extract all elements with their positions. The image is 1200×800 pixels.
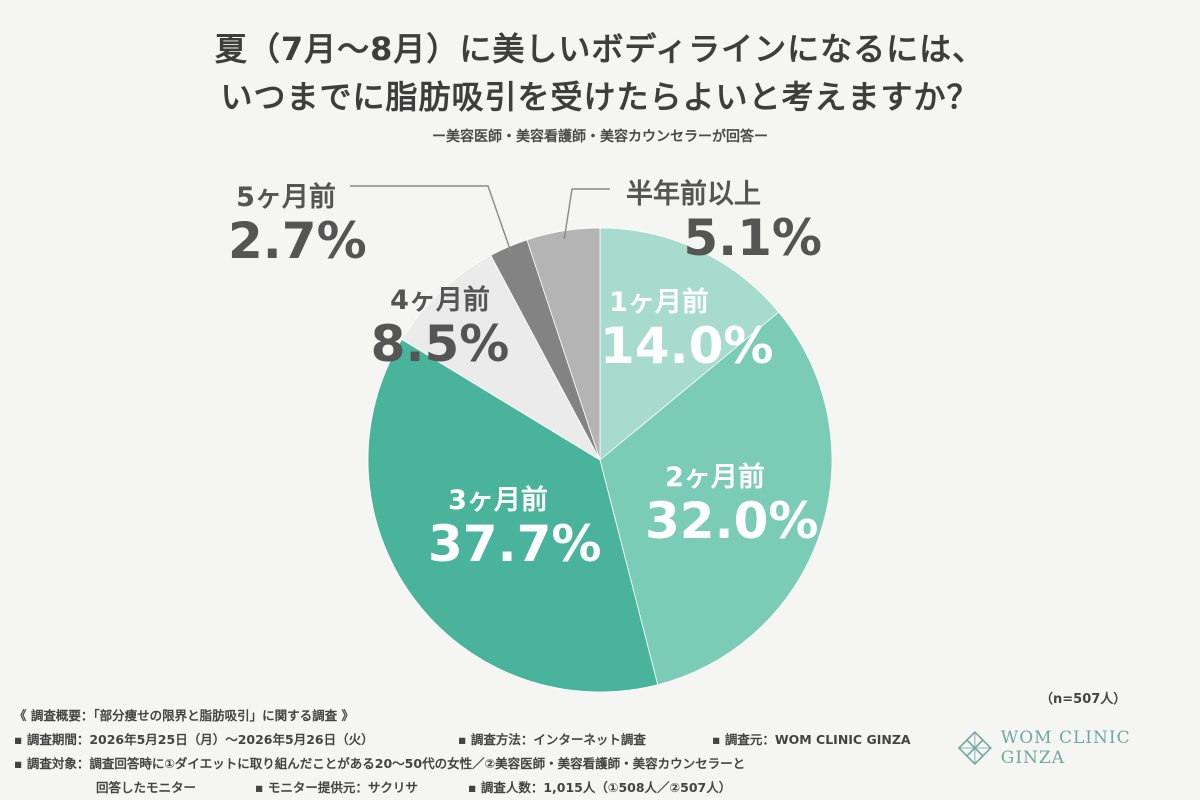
leader-line-5-month bbox=[350, 185, 513, 255]
slice-label-5-month: 5ヶ月前 2.7% bbox=[228, 175, 367, 270]
slice-label-1-month: 1ヶ月前 14.0% bbox=[600, 280, 774, 375]
pie-slice-2-month bbox=[599, 311, 833, 686]
diamond-lattice-icon bbox=[957, 730, 992, 766]
chart-title-line1: 夏（7月〜8月）に美しいボディラインになるには、 bbox=[214, 30, 986, 68]
slice-value-4-month: 8.5% bbox=[370, 315, 510, 373]
sample-size-note: （n=507人） bbox=[1040, 692, 1127, 707]
slice-value-1-month: 14.0% bbox=[600, 317, 774, 375]
footer-period: ▪ 調査期間：2026年5月25日（月）〜2026年5月26日（火） bbox=[14, 732, 374, 747]
pie-slice-1-month bbox=[599, 227, 780, 461]
footer-target: ▪ 調査対象：調査回答時に①ダイエットに取り組んだことがある20〜50代の女性／… bbox=[14, 756, 746, 771]
slice-category-4-month: 4ヶ月前 bbox=[390, 285, 490, 316]
chart-subtitle: ー美容医師・美容看護師・美容カウンセラーが回答ー bbox=[432, 129, 768, 145]
slice-category-3-month: 3ヶ月前 bbox=[448, 485, 548, 516]
clinic-logo-text: WOM CLINIC GINZA bbox=[1000, 728, 1131, 768]
footer-target-continued: 回答したモニター bbox=[96, 780, 197, 795]
slice-value-half-year: 5.1% bbox=[683, 209, 822, 267]
footer-count: ▪ 調査人数：1,015人（①508人／②507人） bbox=[468, 780, 732, 795]
slice-value-5-month: 2.7% bbox=[228, 212, 367, 270]
slice-category-2-month: 2ヶ月前 bbox=[665, 462, 765, 493]
footer-source: ▪ 調査元：WOM CLINIC GINZA bbox=[712, 732, 911, 747]
slice-value-2-month: 32.0% bbox=[645, 492, 819, 550]
slice-label-half-year: 半年前以上 5.1% bbox=[626, 172, 822, 266]
slice-category-half-year: 半年前以上 bbox=[626, 179, 761, 210]
pie-slice-4-month bbox=[401, 254, 602, 462]
pie-slice-3-month bbox=[367, 338, 659, 693]
footer-method: ▪ 調査方法：インターネット調査 bbox=[458, 732, 646, 747]
chart-title-line2: いつまでに脂肪吸引を受けたらよいと考えますか？ bbox=[220, 78, 980, 116]
slice-label-2-month: 2ヶ月前 32.0% bbox=[645, 455, 819, 550]
pie-slice-half-year bbox=[526, 227, 601, 461]
footer-provider: ▪ モニター提供元：サクリサ bbox=[255, 780, 418, 795]
footer-overview: 《 調査概要：「部分痩せの限界と脂肪吸引」に関する調査 》 bbox=[14, 708, 354, 723]
slice-category-1-month: 1ヶ月前 bbox=[609, 287, 709, 318]
slice-category-5-month: 5ヶ月前 bbox=[236, 182, 336, 213]
clinic-logo: WOM CLINIC GINZA bbox=[955, 728, 1200, 768]
slice-value-3-month: 37.7% bbox=[428, 515, 602, 573]
leader-line-half-year bbox=[563, 188, 610, 240]
slice-label-3-month: 3ヶ月前 37.7% bbox=[428, 478, 602, 573]
slice-label-4-month: 4ヶ月前 8.5% bbox=[370, 278, 510, 372]
